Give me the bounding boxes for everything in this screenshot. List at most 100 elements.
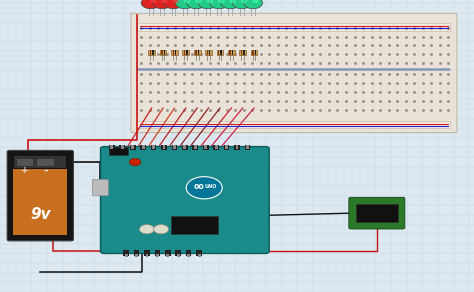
Bar	[161, 145, 167, 150]
Bar	[144, 250, 150, 256]
Circle shape	[244, 0, 263, 9]
FancyBboxPatch shape	[349, 197, 405, 229]
Text: oo: oo	[194, 182, 205, 191]
Bar	[109, 147, 128, 155]
Bar	[121, 145, 124, 149]
FancyBboxPatch shape	[100, 147, 269, 253]
Bar	[356, 204, 398, 222]
Bar	[251, 50, 257, 55]
Text: UNO: UNO	[205, 184, 217, 189]
FancyBboxPatch shape	[7, 150, 73, 241]
Circle shape	[175, 0, 194, 9]
Bar	[194, 145, 197, 149]
Circle shape	[129, 159, 141, 166]
Circle shape	[187, 0, 206, 9]
Bar	[224, 145, 229, 150]
Bar	[209, 50, 210, 55]
Bar	[13, 169, 67, 235]
Circle shape	[198, 0, 217, 9]
Bar	[186, 250, 191, 256]
Bar	[246, 145, 249, 149]
Bar	[172, 145, 177, 150]
Bar	[164, 50, 165, 55]
Bar	[184, 50, 185, 55]
Bar	[175, 50, 176, 55]
Bar	[198, 254, 201, 257]
Bar	[142, 145, 145, 149]
Bar	[229, 50, 231, 55]
Bar	[130, 145, 136, 150]
Circle shape	[153, 0, 172, 9]
Bar	[17, 159, 33, 166]
Bar	[241, 50, 242, 55]
Bar	[207, 50, 208, 55]
Text: -: -	[43, 166, 48, 176]
Bar	[140, 145, 146, 150]
Circle shape	[207, 0, 213, 3]
Circle shape	[210, 0, 228, 9]
Bar	[225, 145, 228, 149]
Bar	[217, 50, 223, 55]
Bar	[165, 250, 171, 256]
Bar	[166, 254, 169, 257]
Circle shape	[173, 0, 179, 3]
Bar	[236, 145, 238, 149]
Bar	[135, 254, 138, 257]
Bar	[252, 50, 254, 55]
Circle shape	[229, 0, 236, 3]
Bar	[134, 250, 139, 256]
Circle shape	[252, 0, 259, 3]
Bar	[110, 145, 113, 149]
Bar	[173, 50, 174, 55]
Bar	[119, 145, 125, 150]
Circle shape	[186, 177, 222, 199]
Bar	[137, 68, 450, 71]
Bar	[213, 145, 219, 150]
Circle shape	[150, 0, 156, 3]
Circle shape	[232, 0, 251, 9]
Bar	[152, 50, 154, 55]
Bar	[173, 145, 176, 149]
Bar	[205, 50, 212, 55]
Circle shape	[195, 0, 202, 3]
Circle shape	[241, 0, 247, 3]
Bar	[148, 50, 155, 55]
Bar	[161, 50, 163, 55]
Bar	[186, 50, 188, 55]
Circle shape	[221, 0, 240, 9]
Bar	[232, 50, 233, 55]
Bar	[182, 145, 188, 150]
Bar	[198, 50, 199, 55]
Bar	[195, 50, 197, 55]
Bar	[228, 50, 235, 55]
Bar	[137, 23, 450, 31]
Bar	[192, 145, 198, 150]
Bar	[255, 50, 256, 55]
Bar	[243, 50, 245, 55]
Circle shape	[164, 0, 183, 9]
Bar	[152, 145, 155, 149]
Circle shape	[139, 225, 155, 234]
Bar	[234, 145, 240, 150]
Bar	[175, 250, 181, 256]
Bar	[203, 145, 209, 150]
Bar	[123, 250, 129, 256]
Bar	[150, 50, 151, 55]
FancyBboxPatch shape	[131, 13, 457, 133]
Bar	[204, 145, 207, 149]
Bar	[218, 50, 219, 55]
Bar	[146, 254, 148, 257]
Text: 9v: 9v	[30, 207, 51, 223]
Circle shape	[184, 0, 191, 3]
Text: +: +	[21, 166, 29, 175]
Circle shape	[141, 0, 160, 9]
Bar	[37, 159, 54, 166]
Bar	[245, 145, 250, 150]
Bar	[160, 50, 166, 55]
Bar	[131, 145, 134, 149]
Bar	[171, 216, 218, 234]
Bar	[215, 145, 218, 149]
Bar	[155, 250, 160, 256]
Circle shape	[154, 225, 169, 234]
Circle shape	[218, 0, 225, 3]
